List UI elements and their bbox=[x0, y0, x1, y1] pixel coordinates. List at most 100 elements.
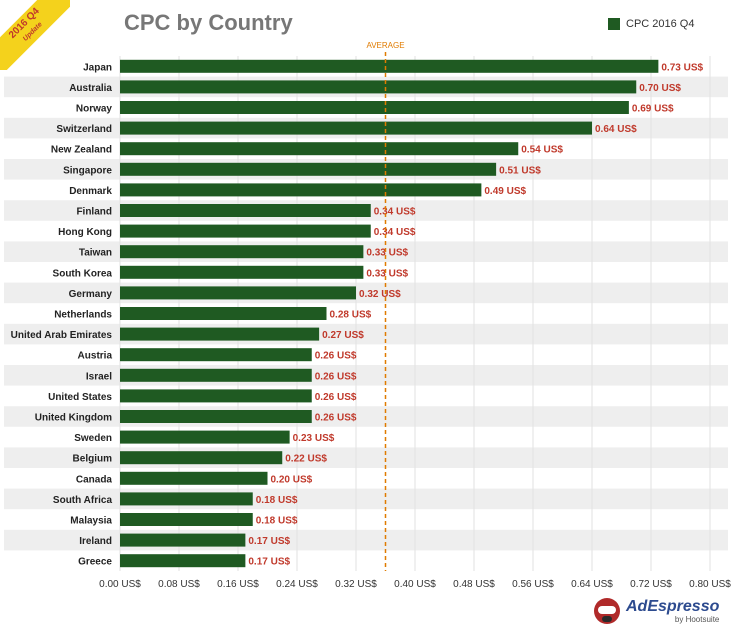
category-label: South Korea bbox=[53, 268, 113, 279]
value-label: 0.73 US$ bbox=[661, 62, 703, 73]
value-label: 0.17 US$ bbox=[248, 557, 290, 568]
category-label: Norway bbox=[76, 104, 113, 115]
value-label: 0.27 US$ bbox=[322, 330, 364, 341]
category-label: Ireland bbox=[79, 536, 112, 547]
row-band bbox=[4, 406, 728, 427]
category-label: Greece bbox=[78, 557, 112, 568]
category-label: Canada bbox=[76, 474, 113, 485]
chart-title: CPC by Country bbox=[124, 10, 293, 35]
value-label: 0.51 US$ bbox=[499, 165, 541, 176]
value-label: 0.49 US$ bbox=[484, 186, 526, 197]
bar bbox=[120, 80, 637, 94]
x-tick-label: 0.08 US$ bbox=[158, 579, 200, 590]
bar bbox=[120, 471, 268, 485]
value-label: 0.18 US$ bbox=[256, 495, 298, 506]
logo-sub: by Hootsuite bbox=[674, 614, 720, 624]
value-label: 0.34 US$ bbox=[374, 207, 416, 218]
category-label: New Zealand bbox=[51, 145, 112, 156]
category-label: Malaysia bbox=[70, 516, 112, 527]
value-label: 0.64 US$ bbox=[595, 124, 637, 135]
category-label: Singapore bbox=[63, 165, 112, 176]
bar bbox=[120, 121, 592, 135]
logo-brand: AdEspresso bbox=[626, 597, 720, 615]
adespresso-logo: AdEspresso by Hootsuite bbox=[594, 598, 719, 624]
x-tick-label: 0.00 US$ bbox=[99, 579, 141, 590]
category-label: Denmark bbox=[69, 186, 112, 197]
bar bbox=[120, 451, 283, 465]
value-label: 0.70 US$ bbox=[639, 83, 681, 94]
legend: CPC 2016 Q4 bbox=[608, 18, 694, 30]
category-label: Israel bbox=[86, 371, 112, 382]
bar bbox=[120, 327, 320, 341]
value-label: 0.54 US$ bbox=[521, 145, 563, 156]
category-label: Germany bbox=[69, 289, 113, 300]
legend-swatch bbox=[608, 18, 620, 30]
row-band bbox=[4, 529, 728, 551]
value-label: 0.26 US$ bbox=[315, 371, 357, 382]
value-label: 0.26 US$ bbox=[315, 413, 357, 424]
category-label: Switzerland bbox=[56, 124, 112, 135]
bar bbox=[120, 554, 246, 568]
category-label: Hong Kong bbox=[58, 227, 112, 238]
category-label: Taiwan bbox=[79, 248, 112, 259]
bar bbox=[120, 348, 312, 362]
row-band bbox=[4, 323, 728, 345]
bar bbox=[120, 286, 356, 300]
x-tick-label: 0.56 US$ bbox=[512, 579, 554, 590]
bar bbox=[120, 533, 246, 547]
value-label: 0.22 US$ bbox=[285, 454, 327, 465]
category-label: Austria bbox=[78, 351, 113, 362]
bar bbox=[120, 162, 497, 176]
x-tick-label: 0.32 US$ bbox=[335, 579, 377, 590]
bar bbox=[120, 307, 327, 320]
category-label: Netherlands bbox=[54, 310, 112, 321]
bar bbox=[120, 101, 629, 114]
bar bbox=[120, 410, 312, 423]
value-label: 0.20 US$ bbox=[271, 474, 313, 485]
category-label: Japan bbox=[83, 62, 112, 73]
bar bbox=[120, 204, 371, 217]
value-label: 0.26 US$ bbox=[315, 351, 357, 362]
row-band bbox=[4, 488, 728, 510]
category-label: Sweden bbox=[74, 433, 112, 444]
x-tick-label: 0.64 US$ bbox=[571, 579, 613, 590]
bar bbox=[120, 59, 659, 73]
category-label: South Africa bbox=[53, 495, 113, 506]
category-label: United Arab Emirates bbox=[11, 330, 113, 341]
mascot-icon bbox=[594, 598, 620, 624]
value-label: 0.69 US$ bbox=[632, 104, 674, 115]
bar bbox=[120, 430, 290, 444]
value-label: 0.33 US$ bbox=[366, 248, 408, 259]
x-tick-label: 0.72 US$ bbox=[630, 579, 672, 590]
average-label: AVERAGE bbox=[366, 41, 404, 50]
bar bbox=[120, 142, 519, 156]
x-tick-label: 0.16 US$ bbox=[217, 579, 259, 590]
x-tick-label: 0.80 US$ bbox=[689, 579, 731, 590]
bar bbox=[120, 492, 253, 506]
value-label: 0.34 US$ bbox=[374, 227, 416, 238]
category-label: Finland bbox=[76, 207, 112, 218]
value-label: 0.23 US$ bbox=[293, 433, 335, 444]
category-label: United States bbox=[48, 392, 112, 403]
bar bbox=[120, 224, 371, 238]
value-label: 0.33 US$ bbox=[366, 268, 408, 279]
value-label: 0.17 US$ bbox=[248, 536, 290, 547]
value-label: 0.28 US$ bbox=[330, 310, 372, 321]
category-label: Australia bbox=[69, 83, 112, 94]
category-label: United Kingdom bbox=[35, 413, 112, 424]
bar bbox=[120, 265, 364, 279]
bar bbox=[120, 368, 312, 382]
bar bbox=[120, 389, 312, 403]
bar bbox=[120, 183, 482, 197]
category-label: Belgium bbox=[73, 454, 113, 465]
x-tick-label: 0.48 US$ bbox=[453, 579, 495, 590]
x-tick-label: 0.40 US$ bbox=[394, 579, 436, 590]
value-label: 0.26 US$ bbox=[315, 392, 357, 403]
bar bbox=[120, 245, 364, 259]
row-band bbox=[4, 365, 728, 386]
value-label: 0.32 US$ bbox=[359, 289, 401, 300]
row-band bbox=[4, 447, 728, 468]
bar bbox=[120, 513, 253, 526]
legend-label: CPC 2016 Q4 bbox=[626, 18, 695, 30]
